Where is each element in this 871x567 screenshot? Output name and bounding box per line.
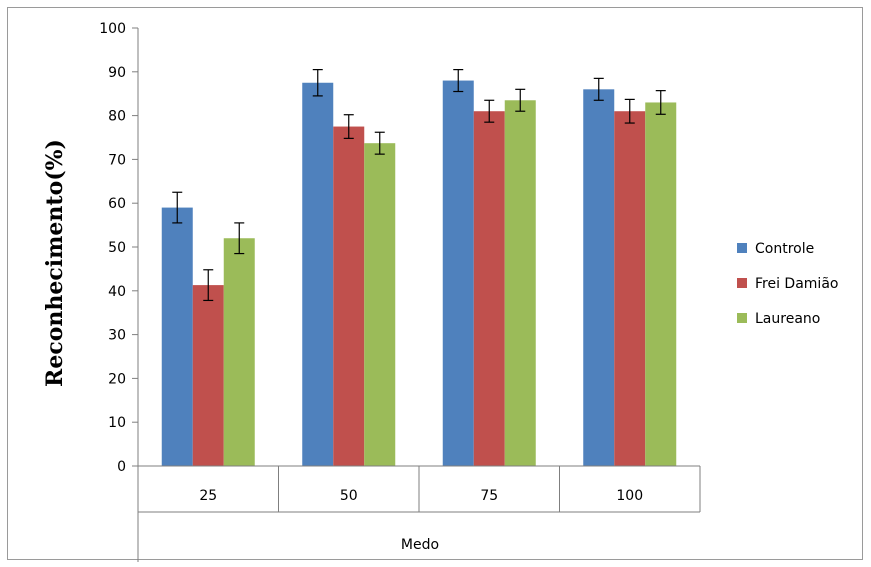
legend-swatch [737, 278, 747, 288]
legend-item: Laureano [737, 311, 820, 327]
bar [473, 111, 505, 466]
error-bar [453, 69, 464, 93]
error-bar [484, 99, 495, 123]
y-tick-label: 30 [108, 328, 126, 344]
bar [645, 102, 677, 467]
legend-item: Frei Damião [737, 276, 838, 292]
y-tick-label: 90 [108, 65, 126, 81]
y-tick-label: 20 [108, 371, 126, 387]
bar [192, 285, 224, 466]
bar [442, 80, 474, 466]
x-axis: 25 50 75 100 [137, 465, 701, 562]
legend: Controle Frei Damião Laureano [737, 241, 838, 327]
bar [504, 100, 536, 467]
y-tick-label: 60 [108, 196, 126, 212]
bars [161, 80, 677, 467]
bar [161, 207, 193, 466]
legend-label: Frei Damião [755, 276, 838, 292]
legend-item: Controle [737, 241, 814, 257]
legend-swatch [737, 313, 747, 323]
error-bar [172, 191, 183, 224]
x-tick-label: 75 [480, 488, 498, 504]
bar [223, 238, 255, 466]
error-bar [203, 269, 214, 302]
x-tick-label: 25 [199, 488, 217, 504]
error-bar [593, 77, 604, 101]
bar [302, 82, 334, 466]
error-bar [515, 88, 526, 112]
x-axis-title: Medo [401, 537, 439, 553]
y-tick-label: 40 [108, 284, 126, 300]
error-bar [234, 222, 245, 255]
bar [614, 111, 646, 466]
y-axis: 0 10 20 30 40 50 60 70 80 90 100 [99, 21, 139, 475]
y-tick-label: 10 [108, 415, 126, 431]
y-tick-label: 50 [108, 240, 126, 256]
y-tick-label: 100 [99, 21, 126, 37]
error-bar [655, 90, 666, 115]
y-tick-label: 70 [108, 152, 126, 168]
chart-frame [7, 7, 863, 560]
x-tick-label: 50 [340, 488, 358, 504]
error-bar [374, 131, 385, 155]
error-bars [172, 69, 666, 302]
bar [333, 126, 365, 467]
x-tick-label: 100 [616, 488, 643, 504]
y-axis-title: Reconhecimento(%) [42, 139, 68, 387]
bar [364, 143, 396, 466]
y-tick-label: 0 [117, 459, 126, 475]
y-tick-label: 80 [108, 109, 126, 125]
legend-label: Laureano [755, 311, 820, 327]
error-bar [624, 98, 635, 124]
legend-label: Controle [755, 241, 814, 257]
error-bar [312, 69, 323, 97]
legend-swatch [737, 243, 747, 253]
error-bar [343, 114, 354, 139]
bar [583, 89, 615, 466]
